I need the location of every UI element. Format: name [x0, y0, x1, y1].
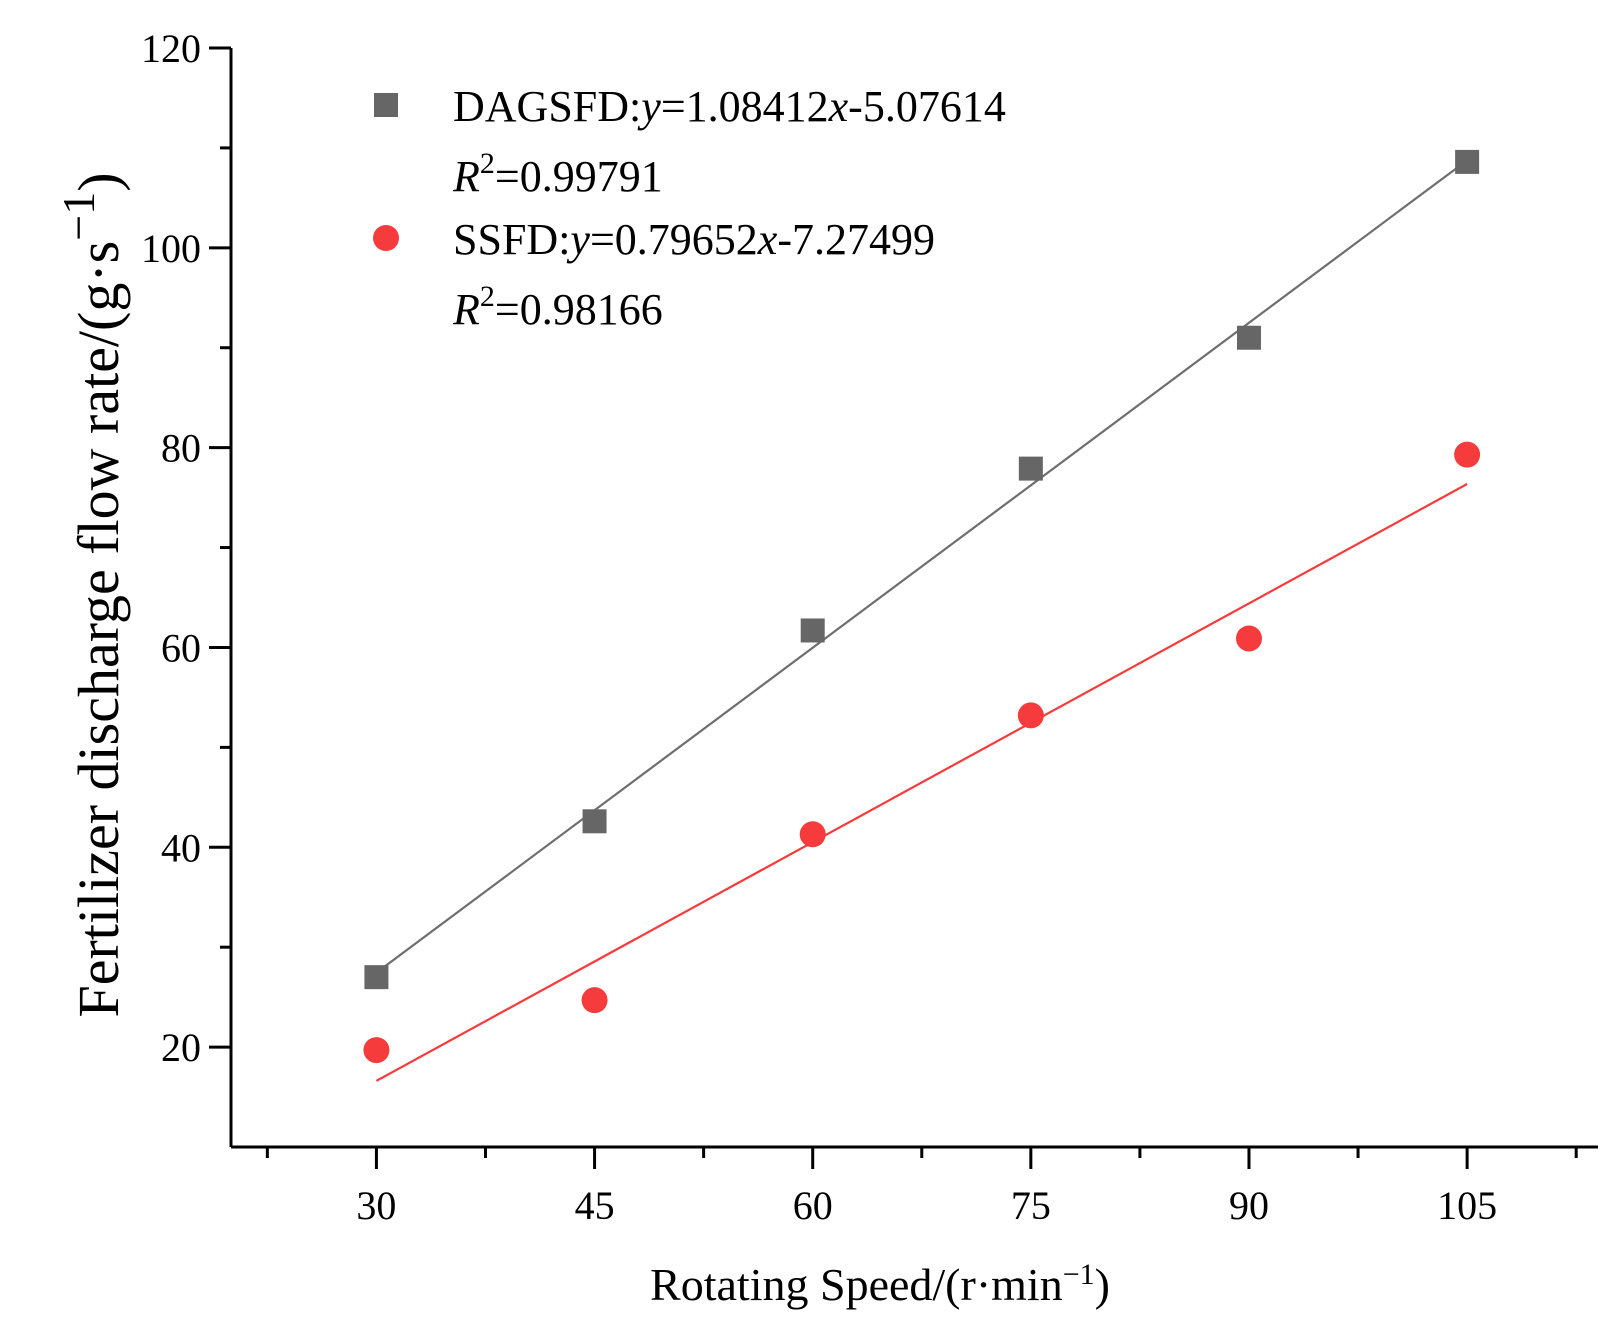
x-tick-label: 105	[1437, 1183, 1497, 1228]
point-ssfd	[363, 1037, 390, 1064]
legend: DAGSFD:y=1.08412x-5.07614 R2=0.99791 SSF…	[373, 82, 1006, 334]
legend-marker-ssfd	[373, 225, 399, 251]
y-axis-title: Fertilizer discharge flow rate/(g·s−1)	[53, 172, 131, 1017]
fit-lines	[375, 159, 1468, 1082]
data-points	[363, 149, 1481, 1064]
point-ssfd	[1454, 441, 1481, 468]
legend-r2-ssfd: R2=0.98166	[452, 280, 663, 334]
x-axis-title: Rotating Speed/(r·min−1)	[650, 1258, 1110, 1310]
y-tick-label: 100	[141, 226, 201, 271]
legend-label-dagsfd: DAGSFD:y=1.08412x-5.07614	[453, 82, 1006, 131]
y-tick-label: 80	[161, 426, 201, 471]
point-dagsfd	[582, 809, 607, 834]
x-tick-label: 90	[1229, 1183, 1269, 1228]
legend-label-ssfd: SSFD:y=0.79652x-7.27499	[453, 215, 935, 264]
point-dagsfd	[1018, 456, 1043, 481]
legend-r2-dagsfd: R2=0.99791	[452, 147, 663, 201]
point-ssfd	[581, 987, 608, 1014]
y-tick-label: 120	[141, 26, 201, 71]
point-dagsfd	[1236, 325, 1261, 350]
x-tick-label: 45	[575, 1183, 615, 1228]
x-tick-label: 60	[793, 1183, 833, 1228]
point-dagsfd	[364, 965, 389, 990]
legend-marker-dagsfd	[374, 93, 398, 117]
point-dagsfd	[1455, 149, 1480, 174]
point-ssfd	[1017, 702, 1044, 729]
y-tick-label: 20	[161, 1025, 201, 1070]
y-tick-label: 40	[161, 825, 201, 870]
fit-line-dagsfd	[375, 159, 1468, 974]
point-ssfd	[1235, 625, 1262, 652]
point-dagsfd	[800, 618, 825, 643]
x-tick-label: 30	[356, 1183, 396, 1228]
y-tick-label: 60	[161, 625, 201, 670]
fit-line-ssfd	[375, 483, 1468, 1082]
axes: 20 40 60 80 100 120 30 45 60 75 90 105	[141, 26, 1598, 1228]
point-ssfd	[799, 821, 826, 848]
x-tick-label: 75	[1011, 1183, 1051, 1228]
